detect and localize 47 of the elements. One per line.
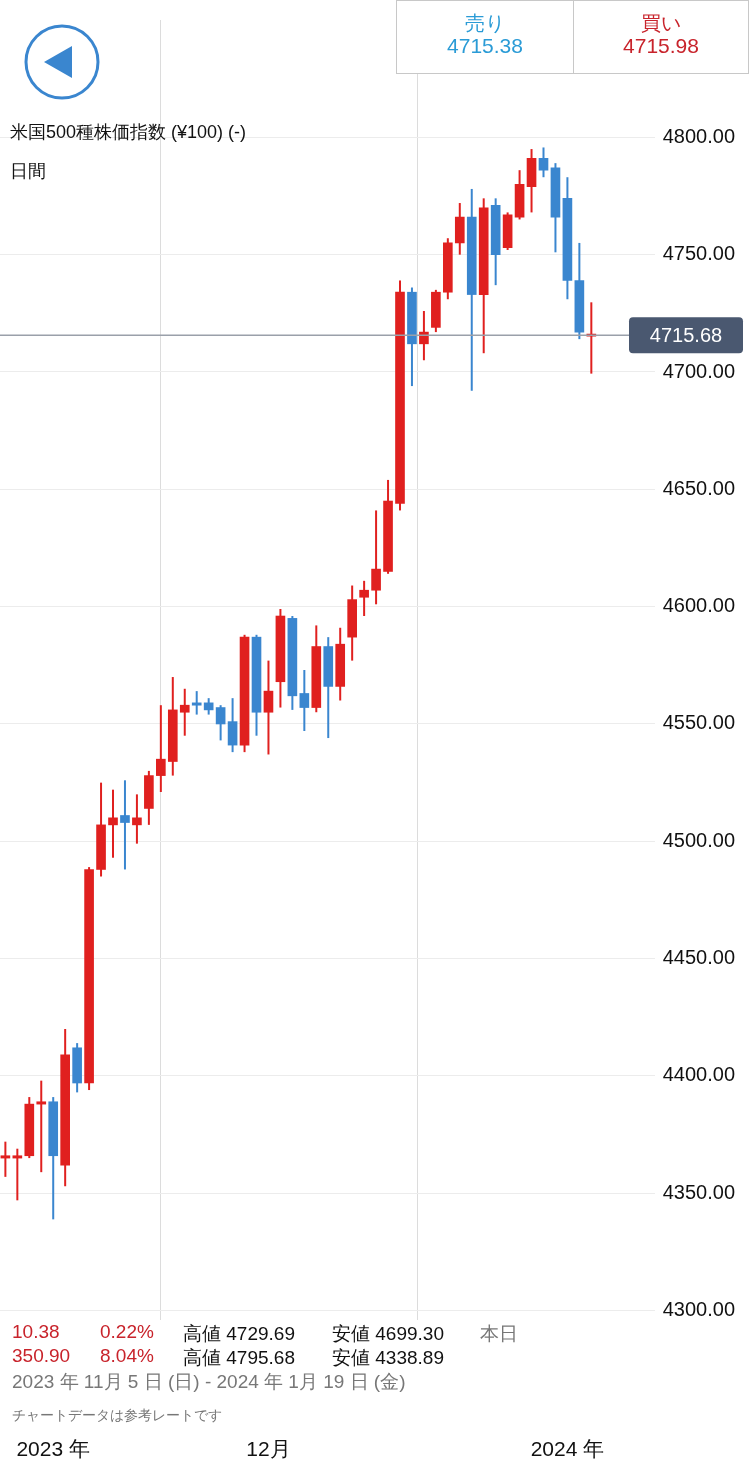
y-tick-label: 4650.00 [662,476,735,499]
text: 4715.98 [622,34,700,58]
y-tick-label: 4350.00 [662,1180,735,1203]
y-tick-label: 4600.00 [662,594,735,617]
y-tick-label: 4550.00 [662,711,735,734]
text: 0.22% [100,1321,154,1343]
text: 2023 年 11月 5 日 (日) - 2024 年 1月 19 日 (金) [12,1370,406,1394]
candlestick [215,704,226,742]
candlestick [12,1147,23,1202]
candlestick [179,687,190,737]
candlestick [538,146,549,179]
text: 8.04% [100,1345,154,1367]
candlestick [263,659,274,756]
x-tick-label: 2023 年 [16,1437,90,1461]
y-tick-label: 4300.00 [662,1298,735,1321]
y-tick-label: 4750.00 [662,242,735,265]
candlestick [371,509,381,606]
text: 高値 4729.69 [183,1322,295,1346]
text: 安値 4699.30 [332,1322,444,1346]
candlestick [359,579,369,618]
y-tick-label: 4450.00 [662,946,735,969]
candlestick [156,704,166,794]
text: 高値 4795.68 [183,1346,295,1370]
y-tick-label: 4700.00 [662,359,735,382]
text: 350.90 [12,1345,71,1367]
text: 米国500種株価指数 (¥100) (-) [10,121,247,144]
y-tick-label: 4800.00 [662,124,735,147]
candlestick [120,779,130,871]
candlestick [299,669,310,733]
candlestick [132,793,142,845]
x-tick-label: 12月 [246,1437,291,1461]
text: 買い [640,11,682,36]
ref-line-label: 4715.68 [649,323,723,346]
candlestick [0,1140,11,1178]
text: 日間 [10,160,46,183]
text: チャートデータは参考レートです [12,1407,222,1425]
annotation: 売り [464,11,506,36]
candlestick [191,690,202,716]
y-tick-label: 4400.00 [662,1063,735,1086]
annotation: 4715.38 [446,34,524,58]
candlestick [36,1079,47,1174]
text: 10.38 [12,1321,60,1343]
text: 安値 4338.89 [332,1346,444,1370]
text: 本日 [480,1322,518,1346]
x-tick-label: 2024 年 [530,1437,605,1461]
y-tick-label: 4500.00 [662,828,735,851]
candlestick [108,788,118,859]
